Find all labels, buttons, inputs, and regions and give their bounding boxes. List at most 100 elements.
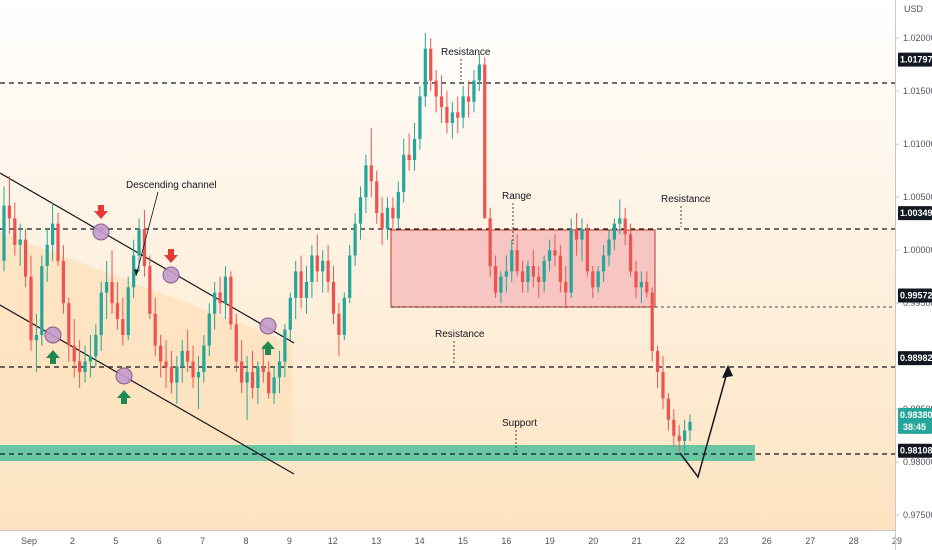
candle <box>267 361 271 399</box>
candle <box>450 101 454 139</box>
candle <box>618 199 622 235</box>
candle <box>591 266 595 298</box>
candle <box>628 223 633 277</box>
candle <box>558 244 562 293</box>
touch-marker-bottom-1 <box>44 326 62 344</box>
candle <box>607 228 611 267</box>
candle <box>423 32 427 108</box>
candle <box>407 133 411 171</box>
x-tick-label: 12 <box>328 536 338 546</box>
candle <box>429 38 433 92</box>
candle <box>299 255 303 309</box>
candle <box>169 350 174 394</box>
candle <box>196 356 201 410</box>
candle <box>391 197 395 229</box>
touch-marker-bottom-2 <box>115 367 133 385</box>
candle <box>645 271 649 298</box>
candle <box>115 281 120 330</box>
arrow-up-icon <box>46 350 60 364</box>
candle <box>580 218 584 261</box>
price-badge-current: 0.98380 38:45 <box>898 407 932 434</box>
price-badge-resistance-top: 1.01797 <box>898 52 932 67</box>
x-tick-label: 21 <box>632 536 642 546</box>
price-badge-range-low: 0.99572 <box>898 288 932 303</box>
candle <box>526 260 530 293</box>
annotation-resistance-right: Resistance <box>661 194 711 205</box>
candle <box>13 202 17 256</box>
candle <box>294 260 298 320</box>
candle <box>461 85 465 129</box>
candle <box>23 228 28 288</box>
candle <box>45 228 49 282</box>
candle <box>677 425 681 452</box>
x-tick-label: 20 <box>588 536 598 546</box>
projection-line <box>679 368 729 479</box>
candle <box>510 239 514 282</box>
candle <box>537 266 541 298</box>
x-tick-label: 28 <box>849 536 859 546</box>
candle <box>186 329 190 373</box>
candle <box>315 234 319 282</box>
candle <box>477 54 481 92</box>
svg-text:0.98380: 0.98380 <box>900 410 932 420</box>
candle <box>466 80 471 118</box>
candle <box>132 239 136 298</box>
candle <box>569 218 573 298</box>
candle <box>553 234 557 267</box>
candle <box>547 239 552 272</box>
candle <box>56 213 60 267</box>
candle <box>202 334 206 383</box>
candle <box>342 292 346 341</box>
candle <box>310 244 314 298</box>
candle <box>240 340 244 394</box>
x-tick-label: 26 <box>762 536 772 546</box>
price-badge-resistance-range: 1.00349 <box>898 206 932 221</box>
annotation-range: Range <box>502 191 532 202</box>
x-tick-label: 6 <box>157 536 162 546</box>
candle <box>321 250 325 293</box>
candle <box>137 218 141 272</box>
svg-text:0.99572: 0.99572 <box>900 291 932 301</box>
x-tick-label: 22 <box>675 536 685 546</box>
price-badge-resistance-mid: 0.98982 <box>898 351 932 366</box>
candle <box>483 57 487 219</box>
candle <box>304 266 309 314</box>
candle <box>655 345 660 388</box>
svg-text:1.00349: 1.00349 <box>900 208 932 218</box>
x-tick-label: 5 <box>113 536 118 546</box>
candle <box>223 266 228 320</box>
candle <box>412 122 417 171</box>
candle <box>256 361 260 404</box>
candle <box>661 356 665 410</box>
candle <box>439 75 444 123</box>
candle <box>364 154 368 214</box>
candle <box>180 340 184 383</box>
x-tick-label: 27 <box>805 536 815 546</box>
candle <box>672 409 676 447</box>
candle <box>153 297 157 357</box>
candle <box>164 340 168 388</box>
annotation-pointer-head <box>134 269 139 276</box>
price-badges: 1.01797 1.00349 0.99572 0.98982 0.98108 0.983… <box>898 52 932 458</box>
candle <box>434 69 438 113</box>
candle <box>634 260 638 298</box>
x-tick-label: 16 <box>501 536 511 546</box>
candle <box>348 244 352 304</box>
x-tick-label: 9 <box>287 536 292 546</box>
candle <box>40 255 44 346</box>
candle <box>245 356 249 420</box>
candle <box>596 266 600 293</box>
svg-text:38:45: 38:45 <box>903 422 926 432</box>
candle <box>7 175 12 235</box>
candle <box>666 393 671 431</box>
x-tick-label: 29 <box>892 536 902 546</box>
candle <box>472 69 476 113</box>
annotation-pointer <box>135 191 159 277</box>
touch-marker-bottom-3 <box>259 317 277 335</box>
candle <box>639 271 644 304</box>
candle <box>542 255 546 293</box>
candle <box>175 356 179 404</box>
